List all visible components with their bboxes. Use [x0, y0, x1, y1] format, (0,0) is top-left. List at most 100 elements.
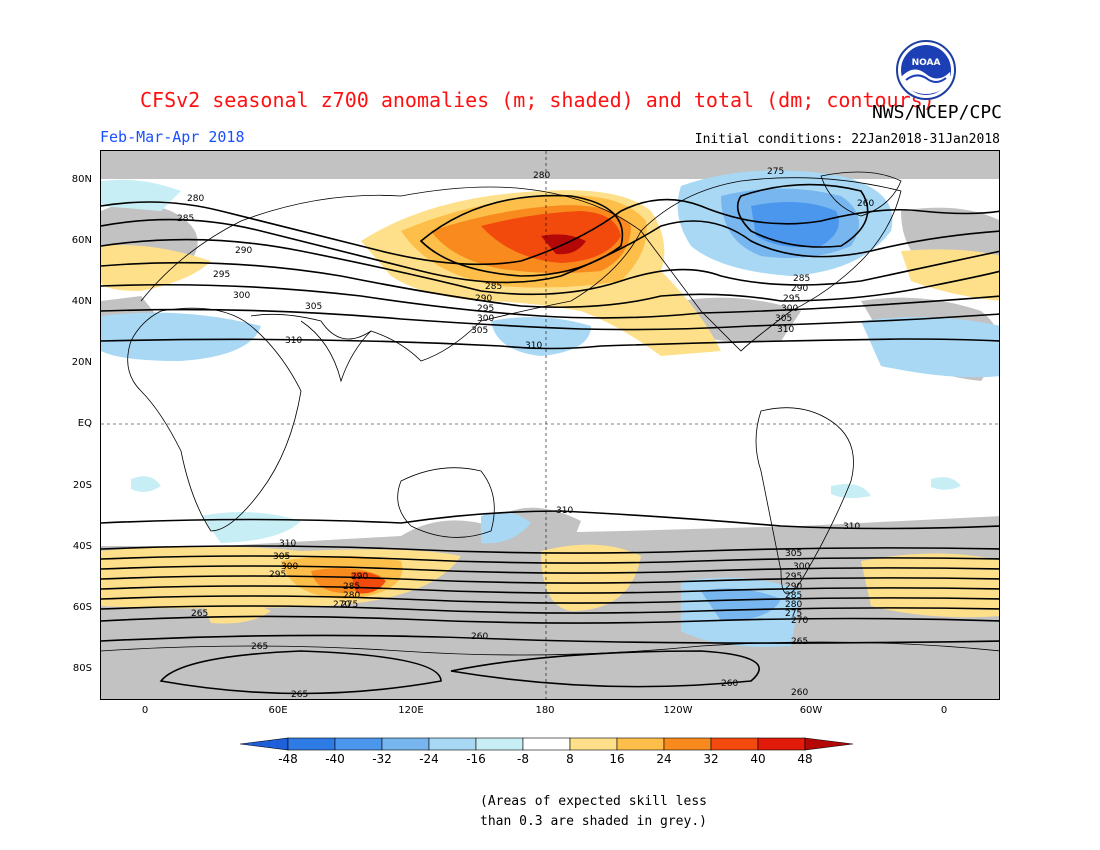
contour-label: 285: [485, 282, 502, 292]
contour-label: 310: [843, 522, 860, 532]
colorbar-tick-label: -32: [372, 752, 392, 766]
colorbar-segment: [569, 737, 618, 751]
contour-label: 275: [341, 600, 358, 610]
colorbar-segment: [710, 737, 759, 751]
contour-label: 295: [269, 570, 286, 580]
contour-labels: 280 285 290 295 300 305 310 280 285 290 …: [177, 167, 874, 700]
contour-label: 310: [279, 539, 296, 549]
lat-label-20s: 20S: [72, 480, 92, 491]
contour-label: 285: [177, 214, 194, 224]
lat-label-eq: EQ: [77, 418, 92, 429]
contour-label: 305: [471, 326, 488, 336]
contour-label: 280: [533, 171, 550, 181]
contour-label: 285: [793, 274, 810, 284]
contour-label: 295: [783, 294, 800, 304]
colorbar-segment: [663, 737, 712, 751]
contour-label: 270: [791, 616, 808, 626]
contour-label: 280: [785, 600, 802, 610]
contour-label: 265: [191, 609, 208, 619]
contour-label: 290: [475, 294, 492, 304]
contour-label: 295: [477, 304, 494, 314]
colorbar-segment: [616, 737, 665, 751]
lat-label-80s: 80S: [72, 663, 92, 674]
colorbar-segment: [475, 737, 524, 751]
contour-label: 300: [281, 562, 298, 572]
contour-label: 280: [187, 194, 204, 204]
agency-label: NWS/NCEP/CPC: [871, 102, 1002, 123]
colorbar-segment: [287, 737, 336, 751]
contour-label: 300: [233, 291, 250, 301]
colorbar-segment: [428, 737, 477, 751]
contour-label: 305: [785, 549, 802, 559]
colorbar-tick-label: -24: [419, 752, 439, 766]
contour-label: 310: [777, 325, 794, 335]
contour-label: 280: [343, 591, 360, 601]
contour-label: 265: [251, 642, 268, 652]
positive-anomaly-shading: [101, 190, 999, 624]
lon-label-0: 0: [141, 705, 149, 716]
contour-label: 290: [791, 284, 808, 294]
contour-label: 285: [343, 582, 360, 592]
contour-label: 285: [785, 591, 802, 601]
sh-contours: [101, 510, 999, 695]
lon-label-0-east: 0: [940, 705, 948, 716]
colorbar-tick-label: -8: [517, 752, 529, 766]
noaa-logo: NOAA: [896, 40, 956, 100]
reference-lines: [101, 151, 999, 699]
contour-label: 295: [213, 270, 230, 280]
contour-label: 290: [235, 246, 252, 256]
lon-label-180: 180: [535, 705, 555, 716]
contour-label: 305: [273, 552, 290, 562]
contour-label: 270: [333, 600, 350, 610]
contour-label: 275: [785, 609, 802, 619]
lon-label-120w: 120W: [663, 705, 693, 716]
contour-label: 265: [791, 637, 808, 647]
map-title: CFSv2 seasonal z700 anomalies (m; shaded…: [140, 88, 935, 112]
contour-label: 260: [791, 688, 808, 698]
skill-note-line-2: than 0.3 are shaded in grey.): [480, 814, 707, 829]
colorbar-tick-label: 24: [656, 752, 672, 766]
nh-contours: [101, 183, 999, 350]
skill-note: (Areas of expected skill less than 0.3 a…: [480, 792, 707, 832]
colorbar-tick-label: 40: [750, 752, 766, 766]
contour-label: 290: [785, 582, 802, 592]
contour-label: 295: [785, 572, 802, 582]
colorbar-tick-label: -16: [466, 752, 486, 766]
contour-label: 305: [775, 314, 792, 324]
noaa-logo-text: NOAA: [912, 58, 941, 68]
colorbar-tick-label: 8: [566, 752, 574, 766]
initial-conditions: Initial conditions: 22Jan2018-31Jan2018: [694, 132, 1000, 147]
colorbar-segment: [381, 737, 430, 751]
lon-label-60w: 60W: [799, 705, 823, 716]
lat-label-40n: 40N: [71, 296, 92, 307]
contour-label: 300: [477, 314, 494, 324]
contour-label: 310: [285, 336, 302, 346]
contour-label: 260: [471, 632, 488, 642]
anomaly-colorbar: [240, 737, 854, 751]
lon-label-60e: 60E: [268, 705, 288, 716]
contour-label: 310: [525, 341, 542, 351]
lat-label-60n: 60N: [71, 235, 92, 246]
colorbar-segment: [522, 737, 571, 751]
contour-label: 260: [721, 679, 738, 689]
contour-label: 300: [793, 562, 810, 572]
contour-label: 265: [291, 690, 308, 700]
lon-label-120e: 120E: [398, 705, 424, 716]
contour-label: 300: [781, 304, 798, 314]
colorbar-segment: [334, 737, 383, 751]
lat-label-80n: 80N: [71, 174, 92, 185]
contour-label: 310: [556, 506, 573, 516]
colorbar-tick-label: 16: [609, 752, 625, 766]
lat-label-20n: 20N: [71, 357, 92, 368]
contour-label: 260: [857, 199, 874, 209]
colorbar-tick-label: -48: [278, 752, 298, 766]
lat-label-40s: 40S: [72, 541, 92, 552]
colorbar-arrow-high: [804, 737, 854, 751]
colorbar-arrow-low: [240, 737, 289, 751]
anomaly-map: 280 285 290 295 300 305 310 280 285 290 …: [100, 150, 1000, 700]
contour-label: 275: [767, 167, 784, 177]
contour-label: 305: [305, 302, 322, 312]
forecast-period: Feb-Mar-Apr 2018: [100, 128, 245, 146]
colorbar-tick-label: 32: [703, 752, 719, 766]
skill-note-line-1: (Areas of expected skill less: [480, 794, 707, 809]
